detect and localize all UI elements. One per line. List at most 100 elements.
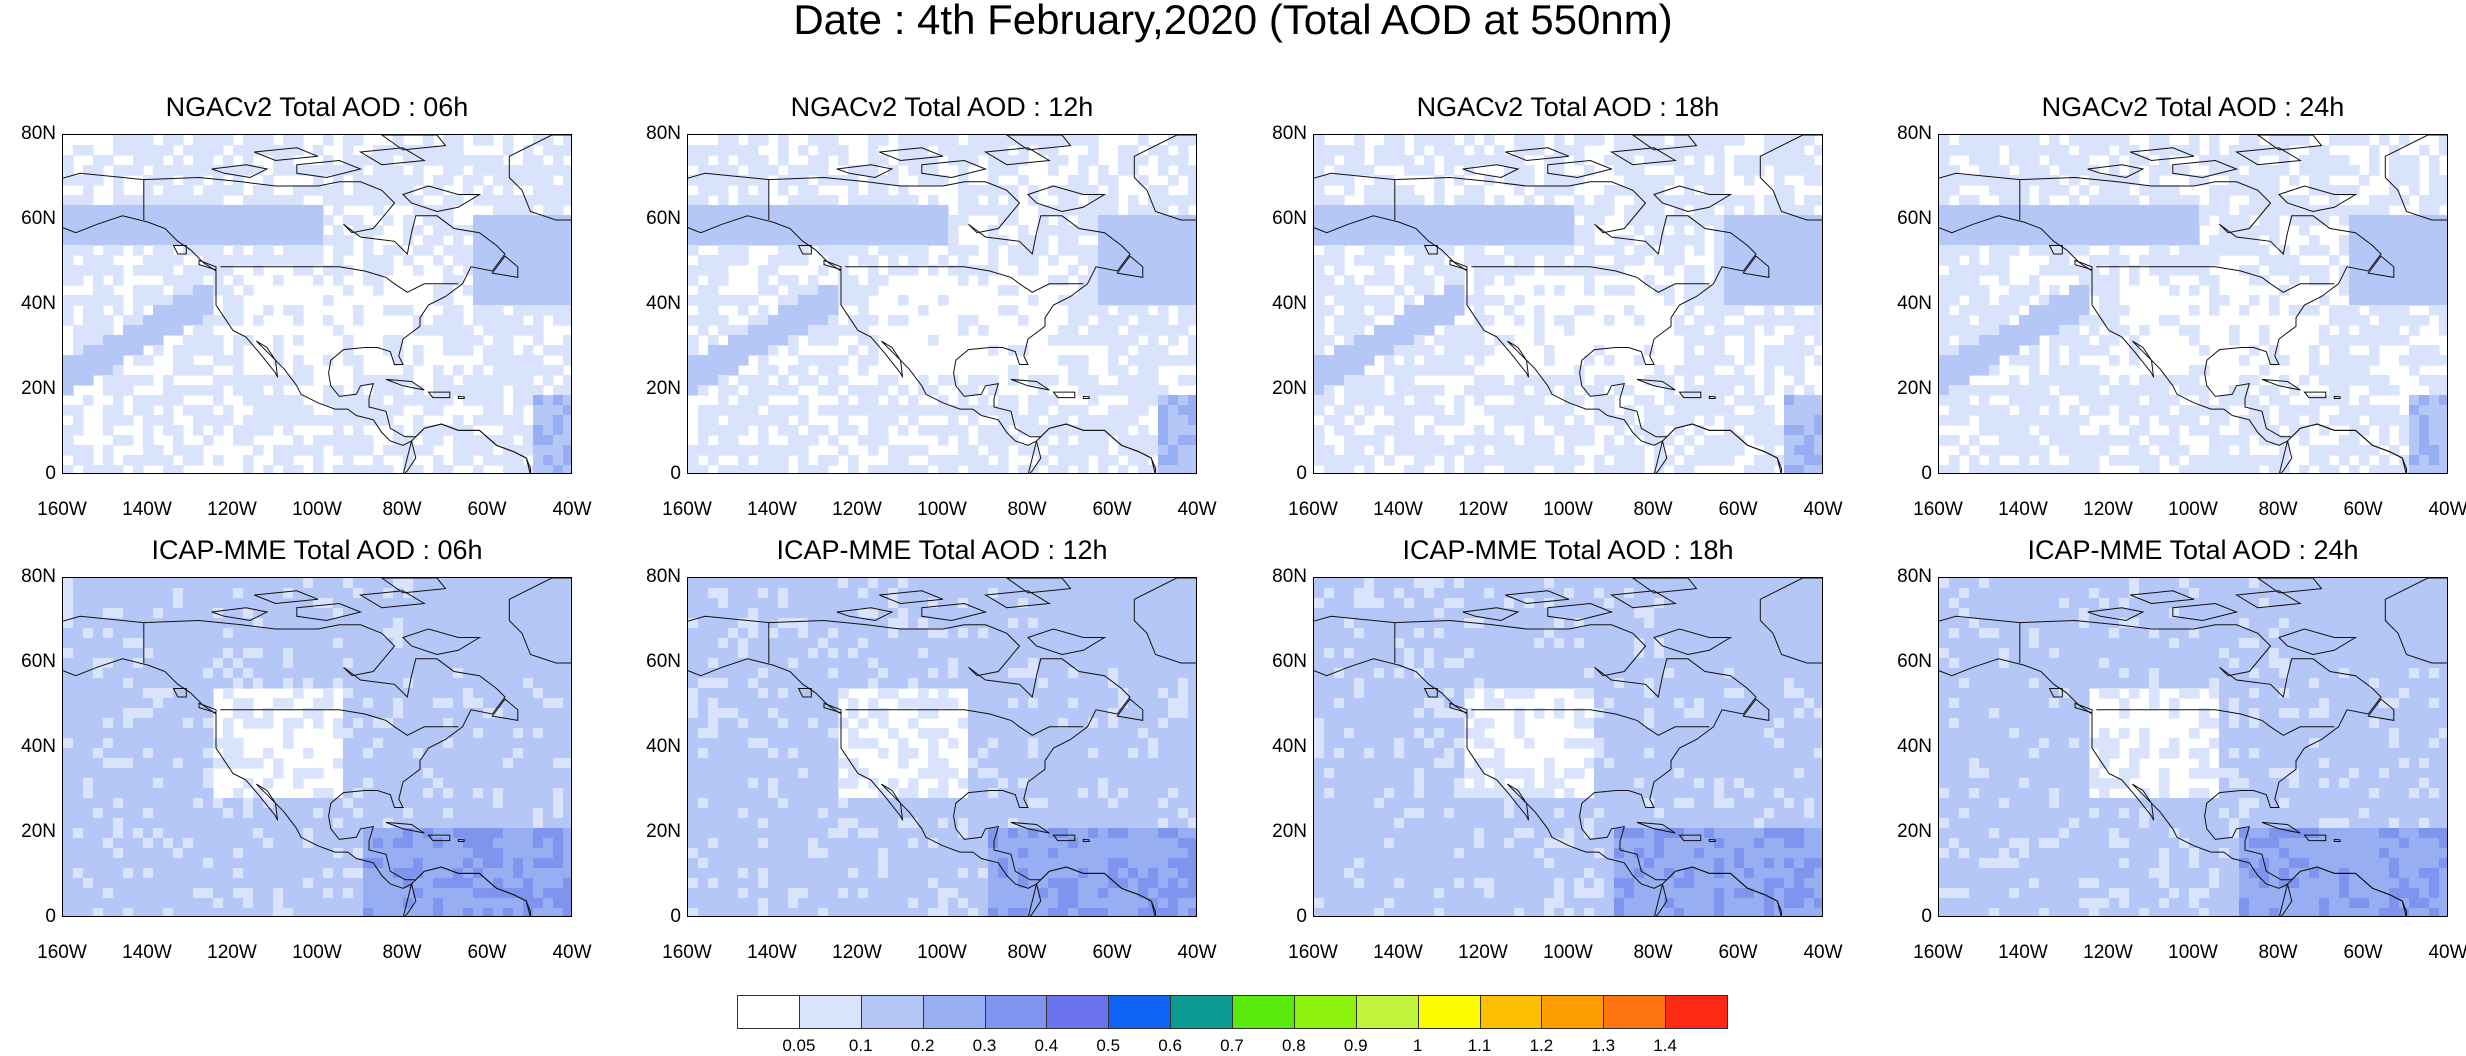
- aod-cell: [1078, 135, 1089, 146]
- aod-cell: [2409, 215, 2420, 226]
- aod-cell: [888, 245, 899, 256]
- aod-cell: [1098, 435, 1109, 446]
- aod-cell: [1764, 325, 1775, 336]
- aod-cell: [543, 135, 554, 146]
- aod-cell: [2249, 165, 2260, 176]
- aod-cell: [2219, 465, 2230, 473]
- aod-cell: [243, 375, 254, 386]
- aod-cell: [1314, 335, 1325, 346]
- aod-cell: [2209, 185, 2220, 196]
- aod-cell: [1514, 295, 1525, 306]
- aod-cell: [1744, 375, 1755, 386]
- aod-cell: [2329, 195, 2340, 206]
- aod-cell: [2339, 445, 2350, 456]
- aod-cell: [143, 788, 154, 799]
- aod-cell: [1424, 435, 1435, 446]
- aod-cell: [1614, 165, 1625, 176]
- aod-cell: [968, 375, 979, 386]
- aod-cell: [2169, 435, 2180, 446]
- aod-cell: [1734, 285, 1745, 296]
- aod-cell: [283, 135, 294, 146]
- island-outline: [491, 255, 519, 278]
- aod-cell: [2199, 205, 2210, 216]
- lon-tick-label: 160W: [1288, 499, 1338, 520]
- aod-cell: [938, 425, 949, 436]
- aod-cell: [473, 435, 484, 446]
- aod-cell: [103, 608, 114, 619]
- aod-cell: [798, 245, 809, 256]
- aod-cell: [748, 295, 759, 306]
- aod-cell: [1038, 225, 1049, 236]
- aod-cell: [1484, 235, 1495, 246]
- aod-cell: [293, 165, 304, 176]
- aod-cell: [2089, 465, 2100, 473]
- aod-cell: [223, 225, 234, 236]
- aod-cell: [473, 335, 484, 346]
- aod-cell: [403, 435, 414, 446]
- aod-cell: [718, 275, 729, 286]
- aod-cell: [708, 425, 719, 436]
- aod-cell: [73, 768, 84, 779]
- aod-cell: [2049, 465, 2060, 473]
- aod-cell: [2169, 205, 2180, 216]
- aod-cell: [848, 285, 859, 296]
- aod-cell: [2119, 235, 2130, 246]
- aod-cell: [93, 748, 104, 759]
- aod-cell: [1544, 455, 1555, 466]
- aod-cell: [63, 365, 74, 376]
- aod-cell: [233, 185, 244, 196]
- aod-cell: [403, 445, 414, 456]
- aod-cell: [1414, 335, 1425, 346]
- aod-cell: [1564, 235, 1575, 246]
- aod-cell: [373, 205, 384, 216]
- lon-tick-label: 100W: [292, 499, 342, 520]
- aod-cell: [83, 838, 94, 849]
- aod-cell: [163, 215, 174, 226]
- aod-cell: [103, 758, 114, 769]
- aod-cell: [543, 235, 554, 246]
- aod-cell: [1614, 375, 1625, 386]
- aod-cell: [1384, 145, 1395, 156]
- aod-cell: [828, 325, 839, 336]
- aod-cell: [778, 135, 789, 146]
- aod-cell: [2369, 325, 2380, 336]
- aod-cell: [63, 708, 74, 719]
- aod-cell: [113, 888, 124, 899]
- aod-cell: [838, 225, 849, 236]
- aod-cell: [2339, 135, 2350, 146]
- aod-cell: [143, 628, 154, 639]
- aod-cell: [2239, 245, 2250, 256]
- aod-cell: [838, 265, 849, 276]
- aod-cell: [333, 465, 344, 473]
- aod-cell: [173, 235, 184, 246]
- aod-cell: [133, 718, 144, 729]
- aod-cell: [453, 455, 464, 466]
- aod-cell: [403, 395, 414, 406]
- aod-cell: [1979, 415, 1990, 426]
- aod-cell: [2419, 355, 2430, 366]
- aod-cell: [1644, 425, 1655, 436]
- aod-cell: [1784, 215, 1795, 226]
- aod-cell: [2439, 225, 2447, 236]
- aod-cell: [1098, 225, 1109, 236]
- lon-tick-label: 80W: [1007, 499, 1047, 520]
- aod-cell: [1474, 155, 1485, 166]
- aod-cell: [1784, 155, 1795, 166]
- aod-cell: [1634, 465, 1645, 473]
- aod-cell: [333, 385, 344, 396]
- aod-cell: [1314, 325, 1325, 336]
- aod-cell: [313, 415, 324, 426]
- aod-cell: [2439, 295, 2447, 306]
- aod-cell: [163, 165, 174, 176]
- aod-cell: [778, 415, 789, 426]
- aod-cell: [1554, 315, 1565, 326]
- aod-cell: [2429, 255, 2440, 266]
- aod-cell: [503, 165, 514, 176]
- aod-cell: [1999, 335, 2010, 346]
- aod-cell: [1324, 415, 1335, 426]
- aod-cell: [1714, 185, 1725, 196]
- aod-cell: [1624, 285, 1635, 296]
- lon-tick-label: 120W: [1458, 499, 1508, 520]
- aod-cell: [1178, 245, 1189, 256]
- aod-cell: [2129, 195, 2140, 206]
